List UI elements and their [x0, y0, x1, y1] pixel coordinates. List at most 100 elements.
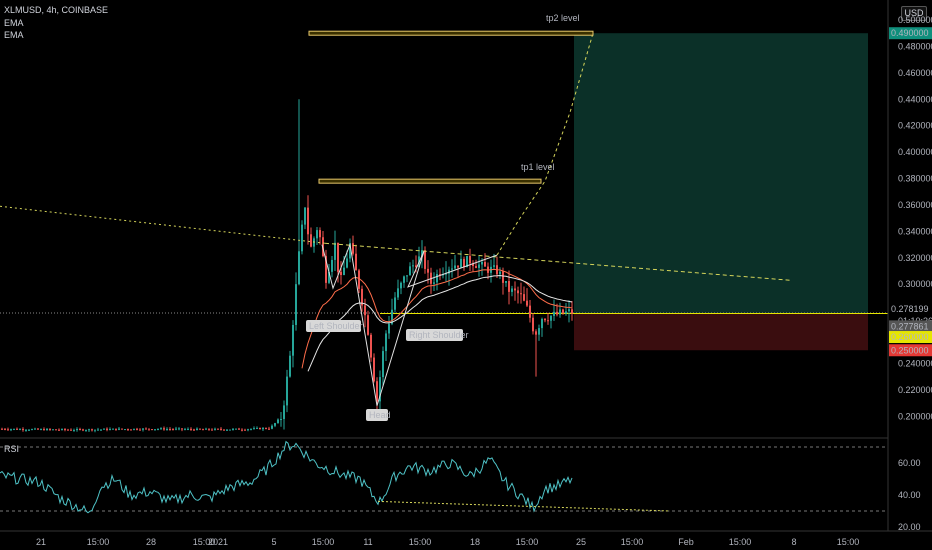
candle: [439, 268, 441, 281]
candle: [292, 320, 294, 368]
candle: [370, 332, 372, 362]
candle: [286, 369, 288, 413]
rsi-legend[interactable]: RSI: [4, 444, 20, 454]
candle-body: [313, 238, 315, 247]
candle-body: [511, 288, 513, 292]
candle-body: [460, 258, 462, 268]
candle-body: [304, 207, 306, 225]
candle-body: [232, 428, 234, 430]
candle-body: [397, 288, 399, 298]
candle-body: [58, 429, 60, 431]
candle-body: [67, 429, 69, 431]
candle: [163, 426, 165, 431]
candle-body: [199, 428, 201, 430]
candle: [511, 285, 513, 297]
candle-body: [253, 428, 255, 430]
candle-body: [364, 305, 366, 316]
candle-body: [85, 430, 87, 432]
candle-body: [535, 331, 537, 335]
candle: [184, 427, 186, 431]
candle: [238, 427, 240, 430]
candle-body: [4, 428, 6, 430]
candles: [1, 99, 573, 433]
time-tick-label: 15:00: [193, 537, 216, 547]
left-shoulder-label-bg: [306, 320, 361, 332]
time-tick-label: 15:00: [516, 537, 539, 547]
ema-legend-2[interactable]: EMA: [4, 30, 24, 40]
candle: [187, 427, 189, 431]
candle-body: [28, 429, 30, 431]
candle-body: [178, 428, 180, 430]
rsi-tick-label: 40.00: [898, 490, 921, 500]
candle: [382, 346, 384, 387]
stop-price-badge-bg: [889, 344, 932, 357]
candle-body: [529, 305, 531, 318]
candle-body: [169, 428, 171, 430]
candle: [499, 267, 501, 280]
candle: [403, 275, 405, 288]
candle: [460, 250, 462, 268]
candle-body: [391, 309, 393, 324]
candle-body: [367, 315, 369, 335]
candle-body: [40, 429, 42, 431]
candle-body: [283, 405, 285, 420]
currency-button[interactable]: USD: [901, 6, 927, 21]
candle-body: [349, 243, 351, 259]
candle-body: [334, 242, 336, 260]
candle: [436, 269, 438, 291]
candle: [475, 259, 477, 269]
candle-body: [301, 224, 303, 252]
candle-body: [508, 281, 510, 292]
head-label-bg: [366, 409, 388, 421]
candle-body: [184, 429, 186, 431]
right-shoulder-label-bg: [406, 329, 463, 341]
candle: [334, 230, 336, 272]
candle-body: [103, 428, 105, 430]
candle: [355, 244, 357, 271]
candle: [55, 429, 57, 431]
candle: [208, 428, 210, 431]
candle: [541, 317, 543, 337]
candle: [133, 428, 135, 431]
candle-body: [286, 376, 288, 406]
price-tick-label: 0.440000: [898, 94, 932, 104]
candle-body: [76, 429, 78, 431]
candle-body: [220, 428, 222, 430]
candle-body: [547, 320, 549, 322]
candle-body: [451, 268, 453, 270]
loss-zone: [574, 313, 868, 351]
candle-body: [298, 251, 300, 285]
candle-body: [10, 429, 12, 431]
candle: [43, 427, 45, 431]
candle-body: [481, 262, 483, 265]
candle-body: [148, 428, 150, 430]
candle-body: [484, 262, 486, 267]
candle-body: [340, 271, 342, 276]
tp1-level-label: tp1 level: [521, 162, 555, 172]
candle-body: [421, 250, 423, 257]
candle-body: [250, 428, 252, 430]
candle: [253, 426, 255, 430]
candle: [256, 426, 258, 429]
candle-body: [172, 429, 174, 431]
ema-legend-1[interactable]: EMA: [4, 18, 24, 28]
candle: [259, 427, 261, 430]
candle: [289, 350, 291, 378]
candle-body: [433, 282, 435, 284]
candle-body: [145, 428, 147, 430]
candle: [538, 324, 540, 341]
candle: [244, 428, 246, 431]
candle: [571, 300, 573, 321]
candle-body: [211, 429, 213, 431]
candle-body: [49, 428, 51, 430]
candle: [250, 428, 252, 431]
candle: [46, 428, 48, 431]
time-tick-label: 5: [271, 537, 276, 547]
candle: [76, 427, 78, 432]
candle-body: [157, 428, 159, 430]
candle: [388, 315, 390, 339]
price-tick-label: 0.460000: [898, 68, 932, 78]
profit-zone: [574, 33, 868, 314]
level-price-badge: 0.260000: [891, 332, 929, 342]
